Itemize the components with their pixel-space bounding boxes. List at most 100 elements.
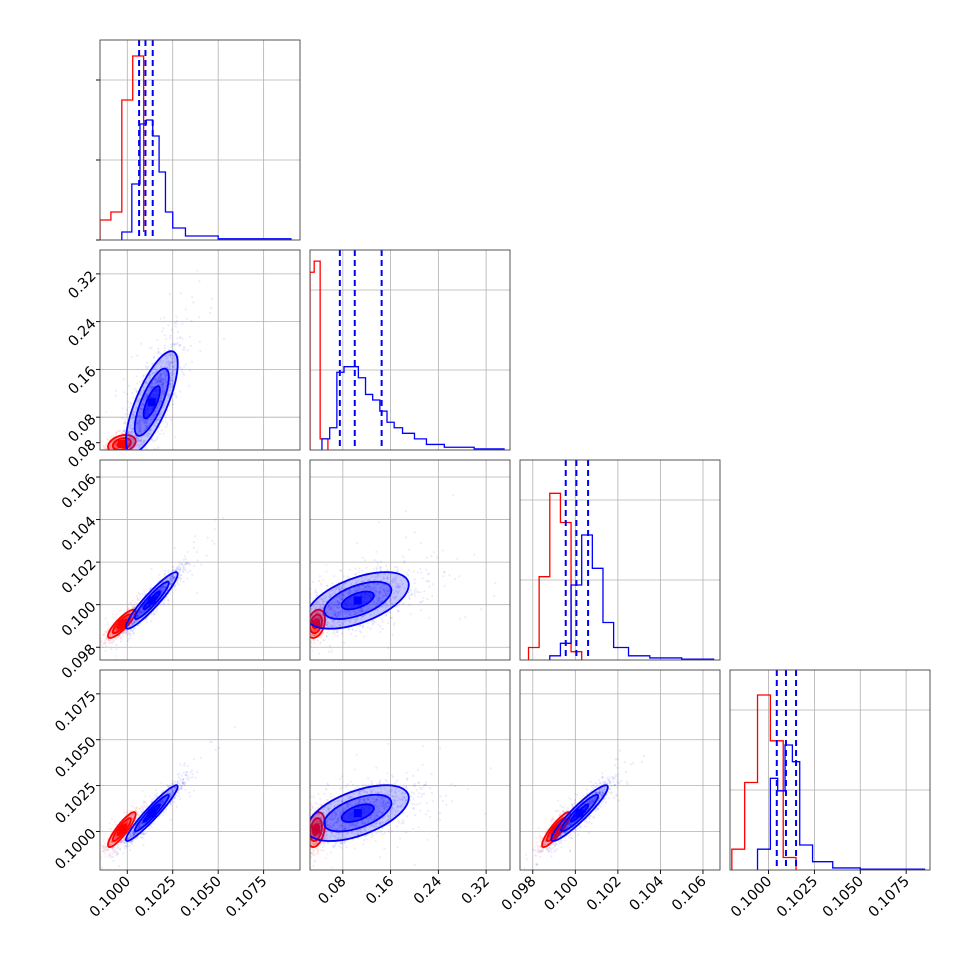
sample-point — [305, 605, 307, 607]
sample-point — [120, 636, 123, 639]
sample-point — [129, 436, 132, 439]
sample-point — [140, 611, 143, 615]
sample-point — [330, 648, 333, 651]
sample-point — [93, 642, 95, 644]
sample-point — [116, 473, 118, 475]
sample-point — [161, 585, 164, 589]
sample-point — [158, 379, 161, 382]
sample-point — [126, 440, 129, 443]
sample-point — [172, 343, 176, 346]
sample-point — [169, 383, 172, 386]
sample-point — [135, 436, 138, 439]
sample-point — [159, 376, 162, 379]
sample-point — [140, 416, 143, 419]
sample-point — [123, 630, 126, 634]
sample-point — [157, 588, 160, 591]
sample-point — [119, 455, 121, 457]
sample-point — [165, 338, 168, 341]
sample-point — [179, 579, 182, 582]
density-peak — [147, 596, 156, 605]
sample-point — [425, 568, 428, 571]
sample-point — [137, 612, 140, 615]
sample-point — [168, 368, 172, 371]
sample-point — [139, 457, 141, 459]
sample-point — [177, 567, 180, 571]
sample-point — [144, 495, 146, 497]
sample-point — [132, 632, 135, 635]
sample-point — [159, 400, 163, 403]
sample-point — [139, 440, 142, 443]
sample-point — [164, 371, 167, 374]
sample-point — [133, 619, 136, 622]
sample-point — [152, 414, 156, 417]
sample-point — [112, 613, 115, 616]
sample-point — [164, 585, 167, 588]
sample-point — [141, 435, 144, 438]
sample-point — [145, 621, 148, 624]
sample-point — [114, 443, 117, 446]
sample-point — [133, 387, 136, 390]
sample-point — [137, 420, 140, 423]
sample-point — [137, 598, 140, 602]
sample-point — [150, 382, 153, 385]
sample-point — [130, 601, 133, 604]
sample-point — [140, 607, 143, 611]
sample-point — [163, 380, 166, 383]
sample-point — [126, 616, 129, 619]
sample-point — [132, 440, 135, 443]
sample-point — [221, 516, 224, 520]
sample-point — [144, 420, 147, 423]
sample-point — [165, 362, 168, 365]
sample-point — [101, 645, 104, 648]
sample-point — [175, 567, 178, 571]
sample-point — [133, 457, 135, 459]
sample-point — [159, 374, 162, 377]
sample-point — [137, 424, 141, 427]
sample-point — [177, 355, 180, 358]
sample-point — [152, 385, 155, 388]
sample-point — [150, 620, 153, 623]
sample-point — [165, 355, 168, 358]
sample-point — [130, 430, 133, 433]
sample-point — [145, 394, 148, 397]
sample-point — [136, 399, 139, 402]
sample-point — [116, 454, 118, 456]
sample-point — [133, 620, 136, 623]
sample-point — [124, 421, 127, 424]
sample-point — [174, 392, 177, 395]
sample-point — [307, 630, 309, 632]
sample-point — [169, 334, 172, 337]
sample-point — [157, 430, 160, 433]
sample-point — [121, 407, 124, 410]
sample-point — [144, 424, 147, 427]
sample-point — [136, 615, 139, 618]
sample-point — [123, 428, 126, 431]
sample-point — [170, 582, 173, 585]
sample-point — [145, 372, 148, 375]
sample-point — [172, 574, 175, 577]
sample-point — [130, 355, 133, 359]
sample-point — [109, 456, 111, 458]
sample-point — [130, 623, 133, 626]
blue-contours — [125, 350, 179, 450]
sample-point — [173, 358, 176, 361]
sample-point — [143, 453, 145, 455]
sample-point — [119, 453, 121, 455]
sample-point — [178, 572, 181, 575]
sample-point — [145, 380, 148, 383]
sample-point — [171, 575, 174, 578]
sample-point — [308, 627, 310, 629]
sample-point — [164, 379, 167, 382]
sample-point — [138, 440, 141, 443]
sample-point — [168, 366, 171, 369]
sample-point — [148, 421, 151, 425]
sample-point — [142, 386, 146, 389]
sample-point — [173, 354, 176, 357]
sample-point — [109, 445, 113, 448]
sample-point — [119, 454, 121, 456]
sample-point — [163, 316, 166, 319]
sample-point — [133, 621, 136, 624]
sample-point — [109, 444, 112, 448]
sample-point — [121, 462, 123, 464]
sample-point — [163, 585, 166, 589]
